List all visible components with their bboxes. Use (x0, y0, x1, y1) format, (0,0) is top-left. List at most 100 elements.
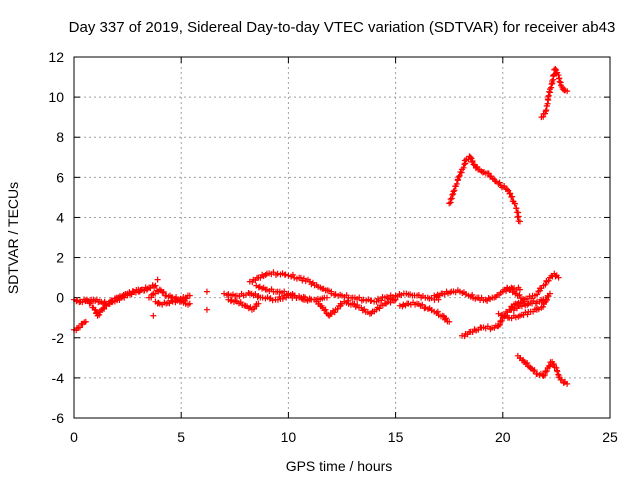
data-point (121, 294, 128, 301)
data-point (551, 364, 558, 371)
data-point (154, 300, 161, 307)
data-point (253, 301, 260, 308)
y-tick-label: 4 (56, 209, 64, 225)
data-point (300, 293, 307, 300)
data-point (262, 286, 269, 293)
plot-frame (73, 56, 611, 419)
data-point (379, 302, 386, 309)
y-tick-label: 10 (48, 89, 64, 105)
data-point (385, 295, 392, 302)
data-point (152, 290, 159, 297)
data-point (549, 80, 556, 87)
data-point (281, 288, 288, 295)
data-point (304, 297, 311, 304)
data-point (546, 88, 553, 95)
data-point (404, 300, 411, 307)
data-point (262, 272, 269, 279)
data-point (148, 291, 155, 298)
data-point (550, 360, 557, 367)
data-point (184, 292, 191, 299)
axis-ticks: 0 5 10 15 20 25 -6 -4 -2 0 2 4 6 8 10 12 (48, 49, 618, 445)
data-point (447, 289, 454, 296)
data-point (503, 288, 510, 295)
data-point (318, 302, 325, 309)
x-tick-label: 10 (281, 429, 297, 445)
x-tick-label: 25 (602, 429, 618, 445)
data-point (545, 277, 552, 284)
data-point (487, 326, 494, 333)
series-arc-5 (152, 297, 193, 308)
data-point (540, 303, 547, 310)
data-point (391, 297, 398, 304)
data-point (556, 78, 563, 85)
data-point (515, 218, 522, 225)
data-point (150, 312, 157, 319)
data-point (180, 294, 187, 301)
data-point (247, 304, 254, 311)
data-point (279, 295, 286, 302)
grid-lines (74, 57, 610, 418)
data-point (269, 297, 276, 304)
data-point (285, 272, 292, 279)
data-point (368, 297, 375, 304)
data-point (520, 357, 527, 364)
data-point (511, 288, 518, 295)
data-point (338, 300, 345, 307)
data-point (538, 285, 545, 292)
data-point (547, 89, 554, 96)
data-point (232, 297, 239, 304)
data-point (387, 299, 394, 306)
data-point (542, 110, 549, 117)
data-point (96, 311, 103, 318)
data-point (474, 163, 481, 170)
data-point (456, 172, 463, 179)
data-point (282, 271, 289, 278)
series-arc-9 (253, 282, 313, 304)
data-point (356, 304, 363, 311)
series-arc-14 (459, 298, 528, 340)
data-point (534, 291, 541, 298)
data-point (325, 287, 332, 294)
data-point (496, 179, 503, 186)
data-point (476, 166, 483, 173)
data-point (400, 290, 407, 297)
data-point (553, 272, 560, 279)
data-point (203, 288, 210, 295)
data-point (384, 299, 391, 306)
data-point (454, 287, 461, 294)
data-point (291, 274, 298, 281)
series-arc-18 (446, 153, 523, 225)
data-point (454, 177, 461, 184)
data-point (83, 297, 90, 304)
data-point (531, 367, 538, 374)
x-tick-label: 20 (495, 429, 511, 445)
data-point (108, 299, 115, 306)
data-point (461, 157, 468, 164)
data-point (544, 100, 551, 107)
data-point (548, 81, 555, 88)
data-point (545, 293, 552, 300)
data-point (116, 296, 123, 303)
data-point (560, 380, 567, 387)
data-point (293, 275, 300, 282)
data-point (421, 305, 428, 312)
data-point (344, 297, 351, 304)
data-point (428, 307, 435, 314)
data-point (451, 187, 458, 194)
data-point (81, 319, 88, 326)
data-point (453, 180, 460, 187)
y-tick-label: -2 (52, 330, 65, 346)
y-axis-label: SDTVAR / TECUs (5, 182, 21, 294)
data-point (181, 297, 188, 304)
data-point (93, 310, 100, 317)
data-point (529, 292, 536, 299)
series-arc-19 (514, 352, 571, 387)
data-point (558, 83, 565, 90)
data-point (252, 290, 259, 297)
data-point (168, 297, 175, 304)
data-point (546, 363, 553, 370)
data-point (457, 168, 464, 175)
data-point (347, 301, 354, 308)
data-point (532, 300, 539, 307)
data-point (76, 324, 83, 331)
